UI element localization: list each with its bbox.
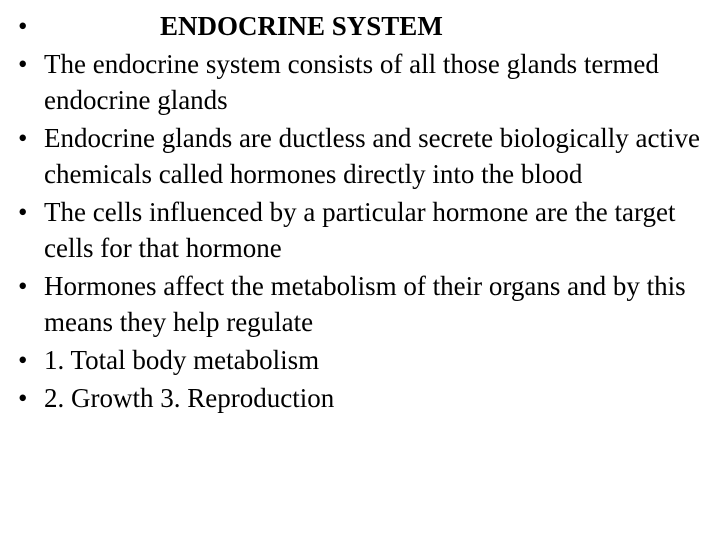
list-item: • 1. Total body metabolism (18, 342, 702, 378)
bullet-list: • ENDOCRINE SYSTEM • The endocrine syste… (18, 8, 702, 416)
bullet-text: Hormones affect the metabolism of their … (44, 268, 702, 340)
list-item: • Endocrine glands are ductless and secr… (18, 120, 702, 192)
list-item: • 2. Growth 3. Reproduction (18, 380, 702, 416)
bullet-marker: • (18, 8, 32, 44)
list-item: • Hormones affect the metabolism of thei… (18, 268, 702, 340)
bullet-text: 1. Total body metabolism (44, 342, 319, 378)
bullet-marker: • (18, 120, 32, 156)
list-item: • The endocrine system consists of all t… (18, 46, 702, 118)
bullet-text: The cells influenced by a particular hor… (44, 194, 702, 266)
bullet-marker: • (18, 46, 32, 82)
bullet-marker: • (18, 342, 32, 378)
slide-title: ENDOCRINE SYSTEM (44, 8, 443, 44)
bullet-text: 2. Growth 3. Reproduction (44, 380, 334, 416)
slide-container: • ENDOCRINE SYSTEM • The endocrine syste… (18, 8, 702, 532)
list-item: • The cells influenced by a particular h… (18, 194, 702, 266)
bullet-marker: • (18, 380, 32, 416)
bullet-text: The endocrine system consists of all tho… (44, 46, 702, 118)
bullet-text: Endocrine glands are ductless and secret… (44, 120, 702, 192)
bullet-marker: • (18, 194, 32, 230)
bullet-marker: • (18, 268, 32, 304)
list-item: • ENDOCRINE SYSTEM (18, 8, 702, 44)
